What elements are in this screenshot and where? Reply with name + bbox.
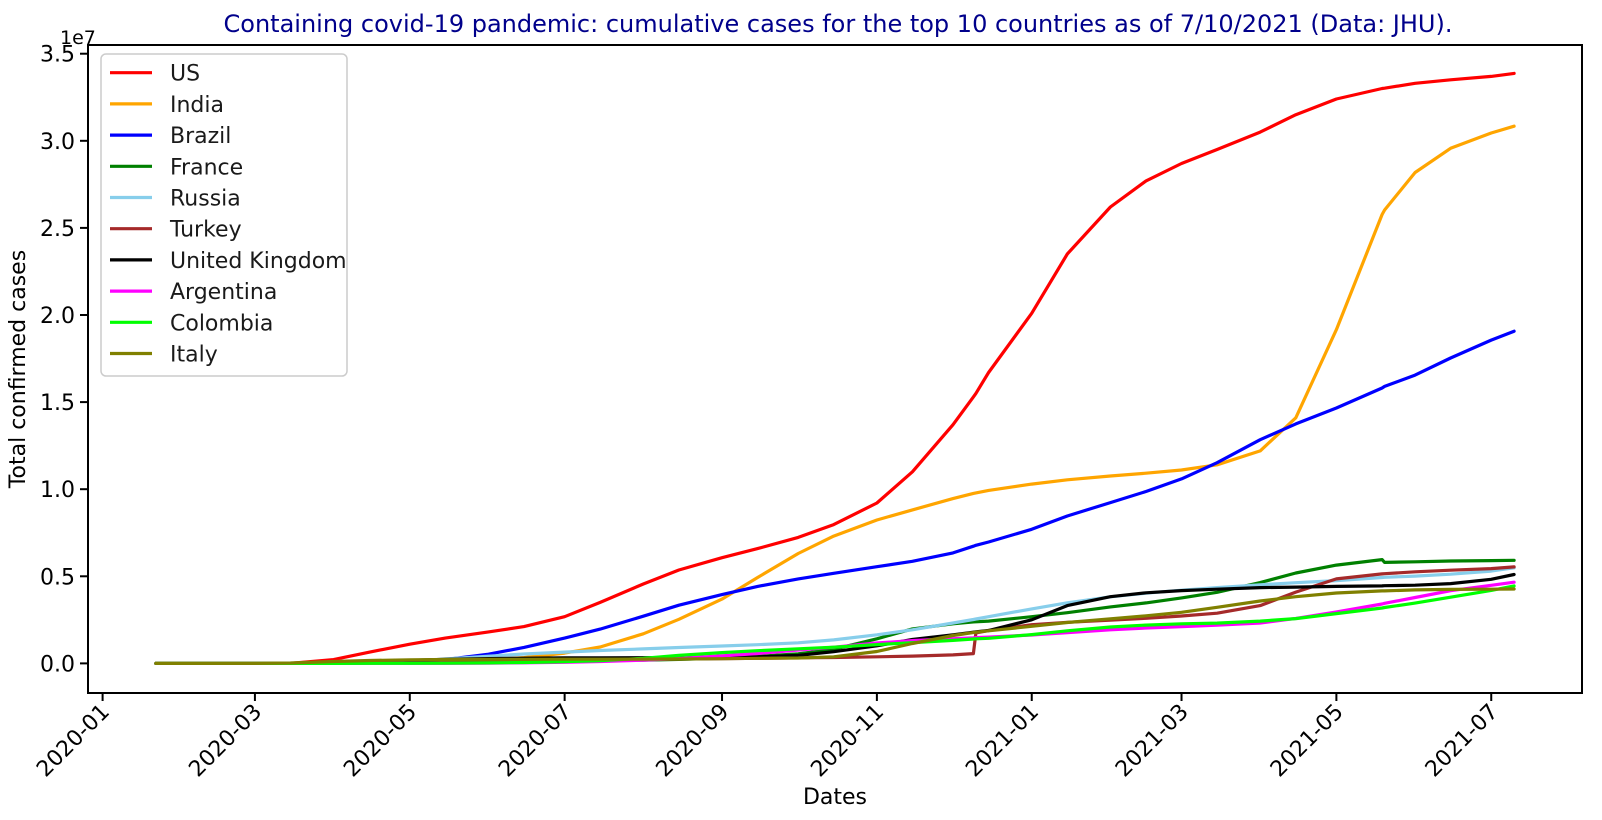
x-tick-label: 2021-01 xyxy=(961,700,1044,783)
y-tick-label: 0.5 xyxy=(40,565,75,590)
x-tick-label: 2021-05 xyxy=(1266,700,1349,783)
plot-area: 2020-01 2020-03 2020-05 2020-07 2020-09 2020-… xyxy=(32,43,1583,783)
x-tick-label: 2021-03 xyxy=(1111,700,1194,783)
y-tick-label: 2.0 xyxy=(40,304,75,329)
legend-box xyxy=(100,53,348,377)
x-tick-label: 2020-03 xyxy=(184,700,267,783)
x-tick-label: 2020-01 xyxy=(32,700,115,783)
legend-label-russia: Russia xyxy=(170,187,241,212)
plot-border xyxy=(87,44,1583,694)
y-tick-label: 2.5 xyxy=(40,217,75,242)
legend-label-argentina: Argentina xyxy=(170,280,277,305)
x-axis-label: Dates xyxy=(803,785,867,810)
legend-label-france: France xyxy=(170,155,243,180)
x-tick-label: 2020-07 xyxy=(494,700,577,783)
y-tick-label: 1.5 xyxy=(40,391,75,416)
legend-label-italy: Italy xyxy=(170,343,218,368)
series-line-us xyxy=(154,71,1516,666)
series-line-italy xyxy=(154,587,1516,666)
x-tick-label: 2021-07 xyxy=(1421,700,1504,783)
x-tick-label: 2020-05 xyxy=(339,700,422,783)
legend-label-brazil: Brazil xyxy=(170,124,231,149)
legend-label-us: US xyxy=(170,62,200,87)
y-tick-label: 3.5 xyxy=(40,43,75,68)
legend-label-united-kingdom: United Kingdom xyxy=(170,249,347,274)
y-axis-label: Total confirmed cases xyxy=(6,250,31,489)
series-line-brazil xyxy=(154,329,1516,666)
legend-label-colombia: Colombia xyxy=(170,311,273,336)
y-tick-label: 1.0 xyxy=(40,478,75,503)
legend-label-india: India xyxy=(170,93,224,118)
x-tick-label: 2020-09 xyxy=(652,700,735,783)
y-tick-label: 3.0 xyxy=(40,130,75,155)
series-line-united-kingdom xyxy=(154,572,1516,666)
chart-title: Containing covid-19 pandemic: cumulative… xyxy=(224,10,1453,38)
legend-label-turkey: Turkey xyxy=(169,218,242,243)
y-tick-label: 0.0 xyxy=(40,652,75,677)
x-tick-label: 2020-11 xyxy=(806,700,889,783)
y-axis-offset-text: 1e7 xyxy=(60,27,96,49)
